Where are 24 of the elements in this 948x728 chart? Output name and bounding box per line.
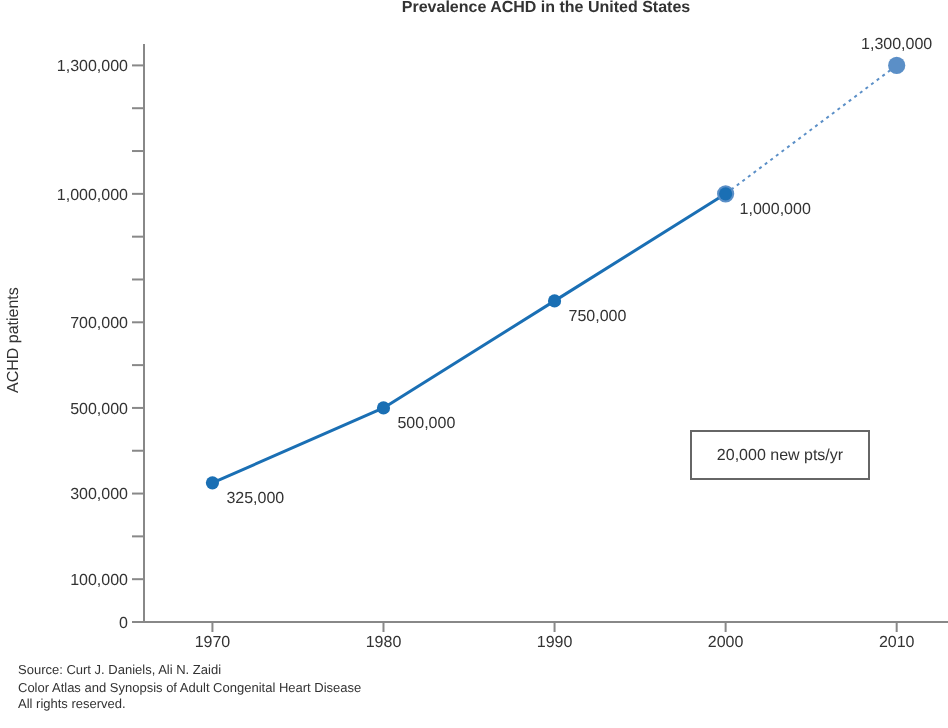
x-tick-label: 1990: [536, 633, 574, 652]
annotation: 20,000 new pts/yr: [690, 430, 870, 480]
y-tick-label: 0: [119, 613, 130, 632]
y-tick-label: 500,000: [70, 399, 130, 418]
y-tick-label: 700,000: [70, 313, 130, 332]
data-label: 325,000: [226, 488, 286, 507]
y-axis-title: ACHD patients: [3, 287, 22, 393]
point: [376, 401, 391, 415]
data-label: 1,000,000: [739, 199, 812, 218]
chart-title: Prevalence ACHD in the United States: [401, 0, 692, 16]
data-label: 500,000: [397, 413, 457, 432]
x-tick-label: 1970: [194, 633, 232, 652]
data-label: 1,300,000: [861, 35, 934, 54]
y-tick-label: 300,000: [70, 485, 130, 504]
point: [888, 56, 906, 75]
data-label: 750,000: [568, 306, 628, 325]
y-tick-label: 1,300,000: [56, 57, 130, 76]
y-tick-label: 1,000,000: [56, 185, 130, 204]
x-tick-label: 2000: [707, 633, 745, 652]
point: [205, 476, 220, 490]
x-tick-label: 1980: [365, 633, 403, 652]
y-tick-label: 100,000: [70, 570, 130, 589]
point: [547, 294, 562, 308]
x-tick-label: 2010: [878, 633, 916, 652]
